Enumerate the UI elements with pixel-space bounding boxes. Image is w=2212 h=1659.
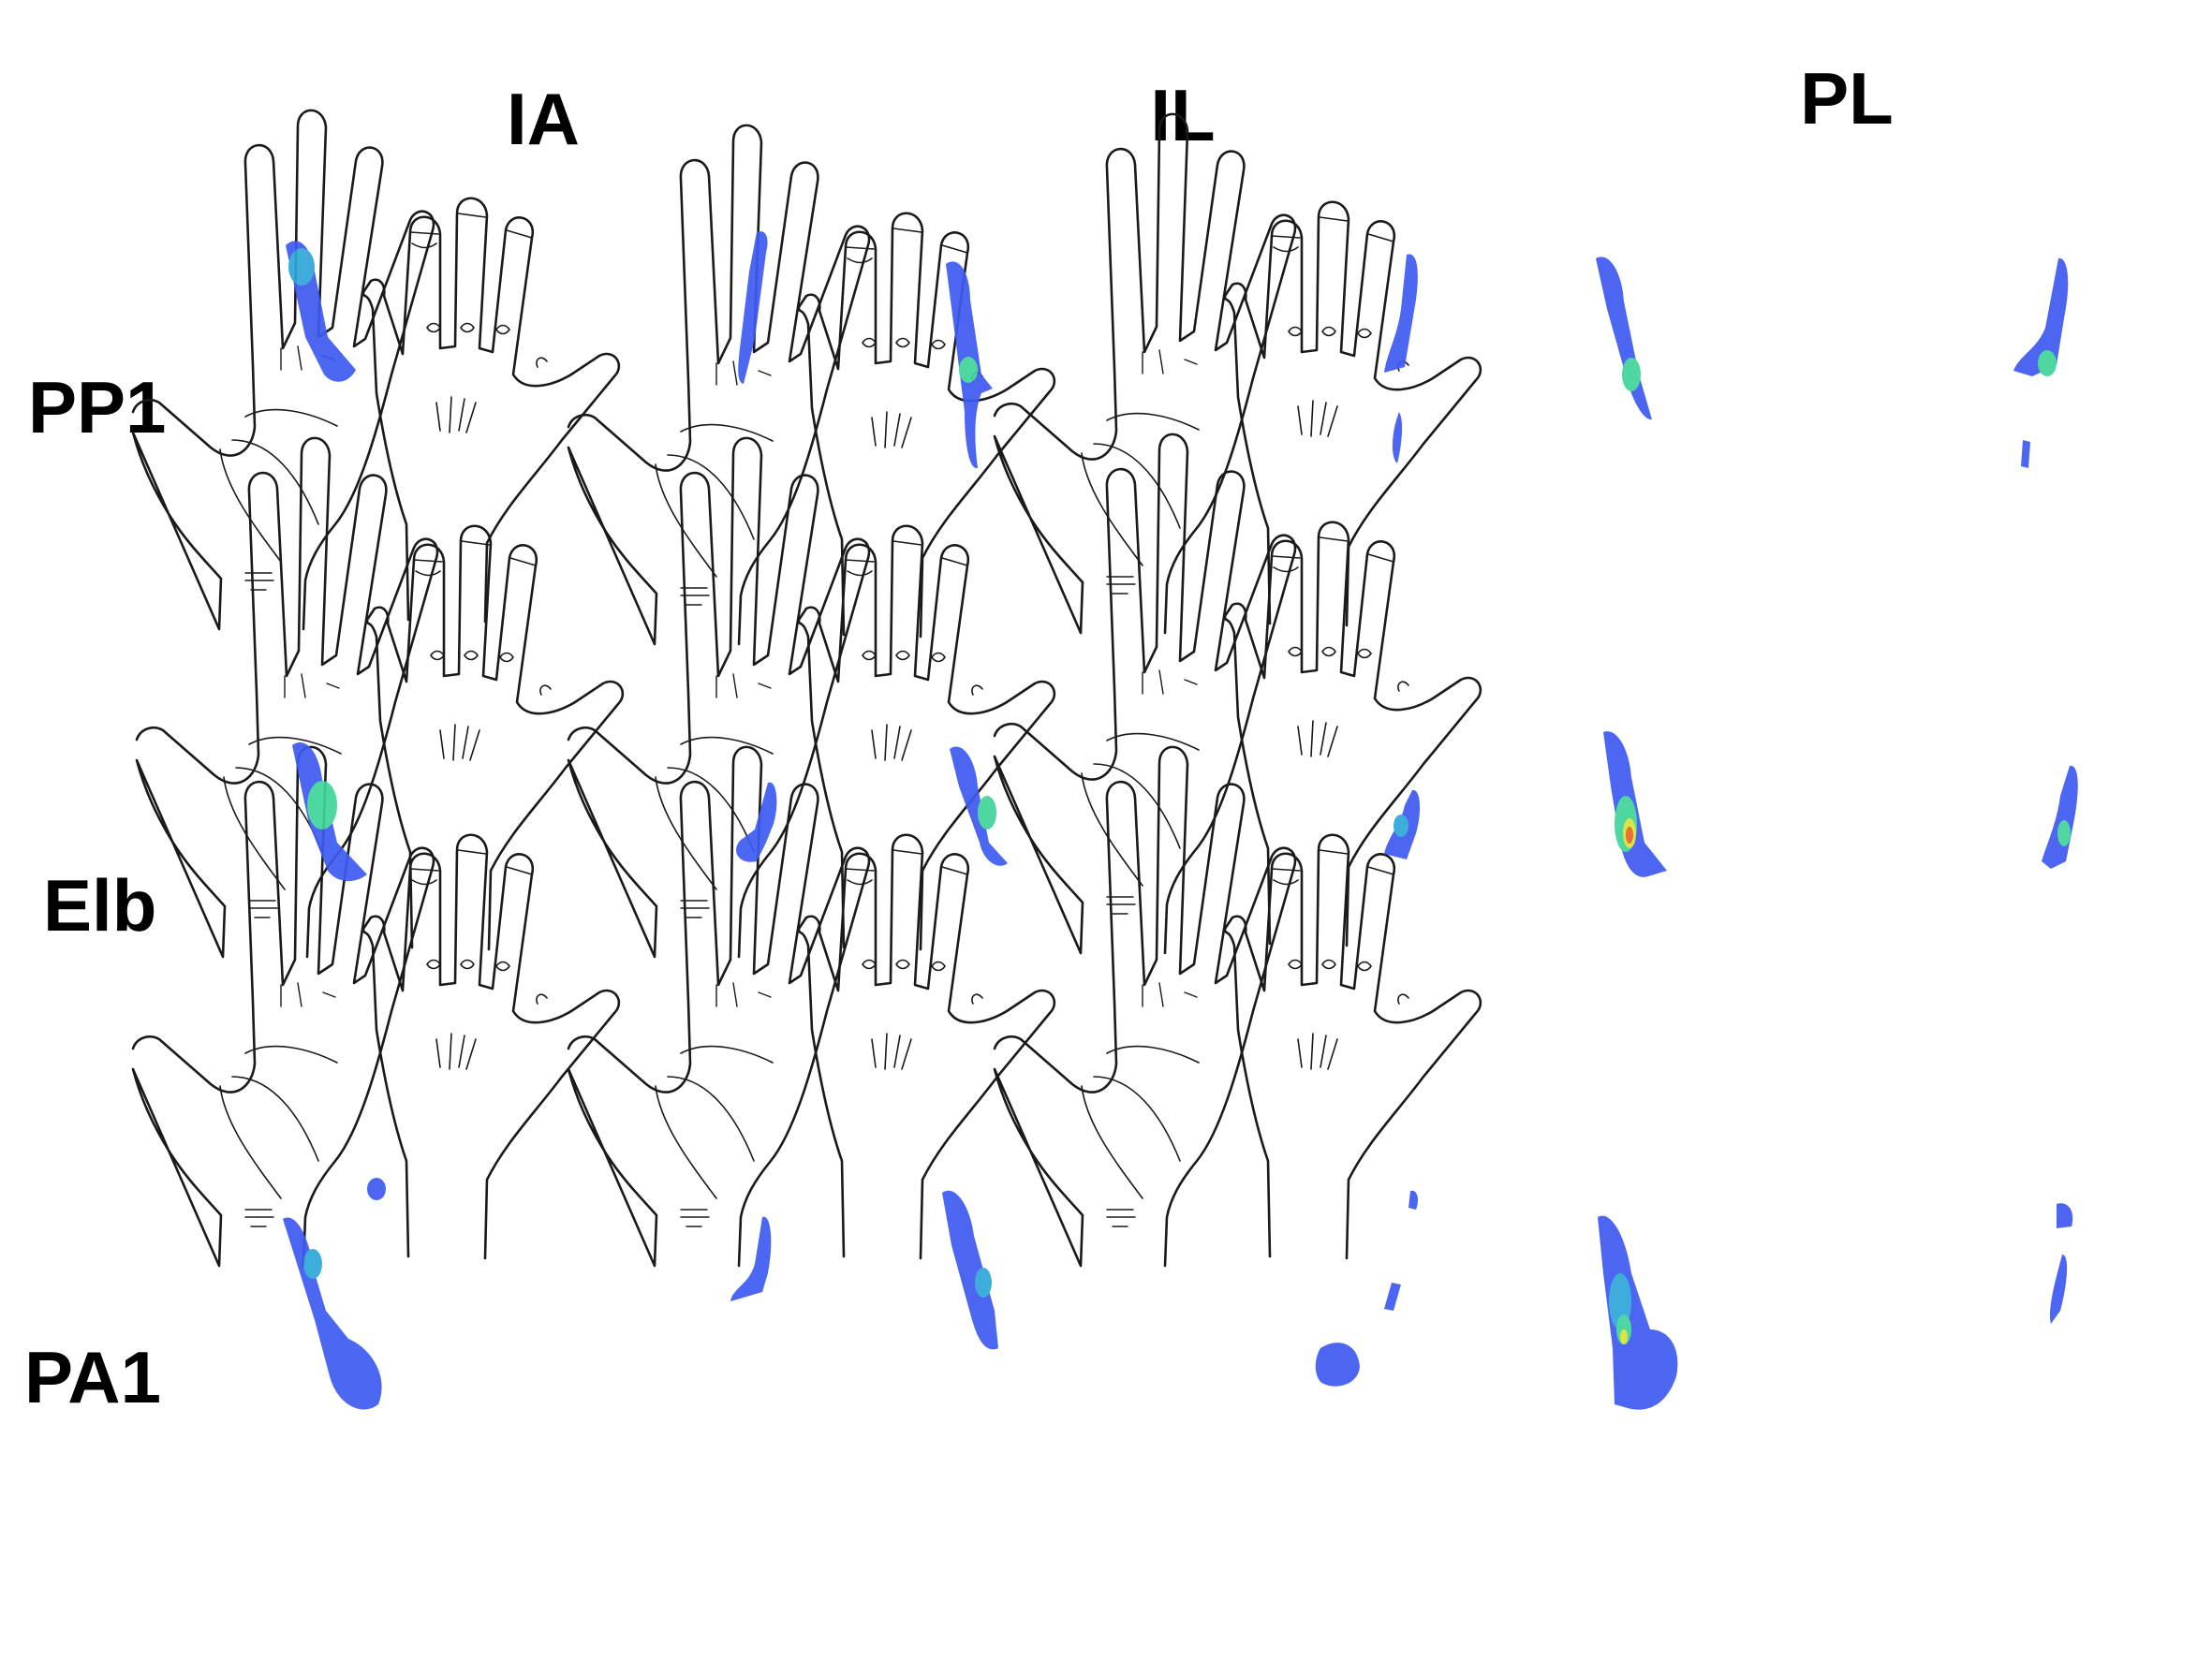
heat-pa1-il-dorsum-hand xyxy=(1316,1343,1360,1387)
heat-elb-ia-dorsum xyxy=(736,783,776,862)
heat-elb-pl-palm-spot-peak xyxy=(1626,827,1633,844)
heat-pa1-pl-dorsum-finger xyxy=(2050,1255,2067,1324)
heat-pp1-il-dorsum-lower xyxy=(1393,412,1402,463)
palm-outline-pp1-pl xyxy=(995,114,1295,633)
heat-pp1-pl-dorsum-spot xyxy=(2038,350,2057,376)
dorsum-outline-pp1-pl xyxy=(1225,202,1481,625)
heat-elb-pl-palm xyxy=(1603,731,1667,877)
heat-pa1-il-palm xyxy=(942,1191,998,1350)
heat-elb-pl-dorsum-spot xyxy=(2057,820,2071,846)
heat-regions xyxy=(283,231,2078,1410)
heat-elb-il-palm-spot xyxy=(978,796,996,830)
dorsum-outline-elb-ia xyxy=(367,526,623,949)
palm-outline-elb-pl xyxy=(995,434,1295,953)
heat-pp1-pl-dorsum-lower xyxy=(2021,440,2030,468)
heat-pa1-il-palm-spot xyxy=(975,1268,992,1298)
palm-outline-elb-ia xyxy=(137,438,437,957)
heat-pa1-ia-palm-middle-tip xyxy=(367,1178,386,1200)
palm-outline-pa1-ia xyxy=(133,747,434,1266)
heat-pa1-pl-palm xyxy=(1598,1216,1677,1410)
palm-outline-pa1-pl xyxy=(995,747,1295,1266)
dorsum-outline-pp1-ia xyxy=(363,198,619,622)
heat-pa1-ia-palm-spot xyxy=(303,1249,322,1279)
palm-outline-pp1-ia xyxy=(133,110,434,629)
heat-pa1-pl-dorsum xyxy=(2057,1203,2072,1228)
dorsum-outline-pa1-il xyxy=(799,835,1054,1258)
heat-pp1-ia-dorsum xyxy=(738,231,767,384)
heat-pa1-il-dorsum-tip xyxy=(1408,1191,1418,1210)
heat-pp1-pl-palm-spot xyxy=(1622,358,1641,391)
palm-outline-elb-il xyxy=(568,438,869,957)
heat-pa1-pl-palm-spot-peak xyxy=(1620,1329,1628,1344)
heat-pp1-ia-palm-spot xyxy=(288,248,315,286)
heat-pa1-ia-dorsum xyxy=(730,1217,771,1301)
heat-elb-pl-dorsum xyxy=(2042,766,2078,869)
palm-outline-pp1-il xyxy=(568,125,869,644)
heat-pp1-il-palm-spot xyxy=(959,357,978,383)
heat-elb-ia-palm-spot xyxy=(307,781,337,830)
heat-elb-il-dorsum-spot xyxy=(1394,815,1408,837)
heat-pp1-pl-palm xyxy=(1596,257,1652,419)
dorsum-outline-pa1-pl xyxy=(1225,835,1481,1258)
heat-pa1-ia-palm xyxy=(283,1218,382,1410)
palm-outline-pa1-il xyxy=(568,747,869,1266)
heat-pa1-il-dorsum-finger xyxy=(1384,1283,1401,1311)
dorsum-outline-elb-il xyxy=(799,526,1054,949)
